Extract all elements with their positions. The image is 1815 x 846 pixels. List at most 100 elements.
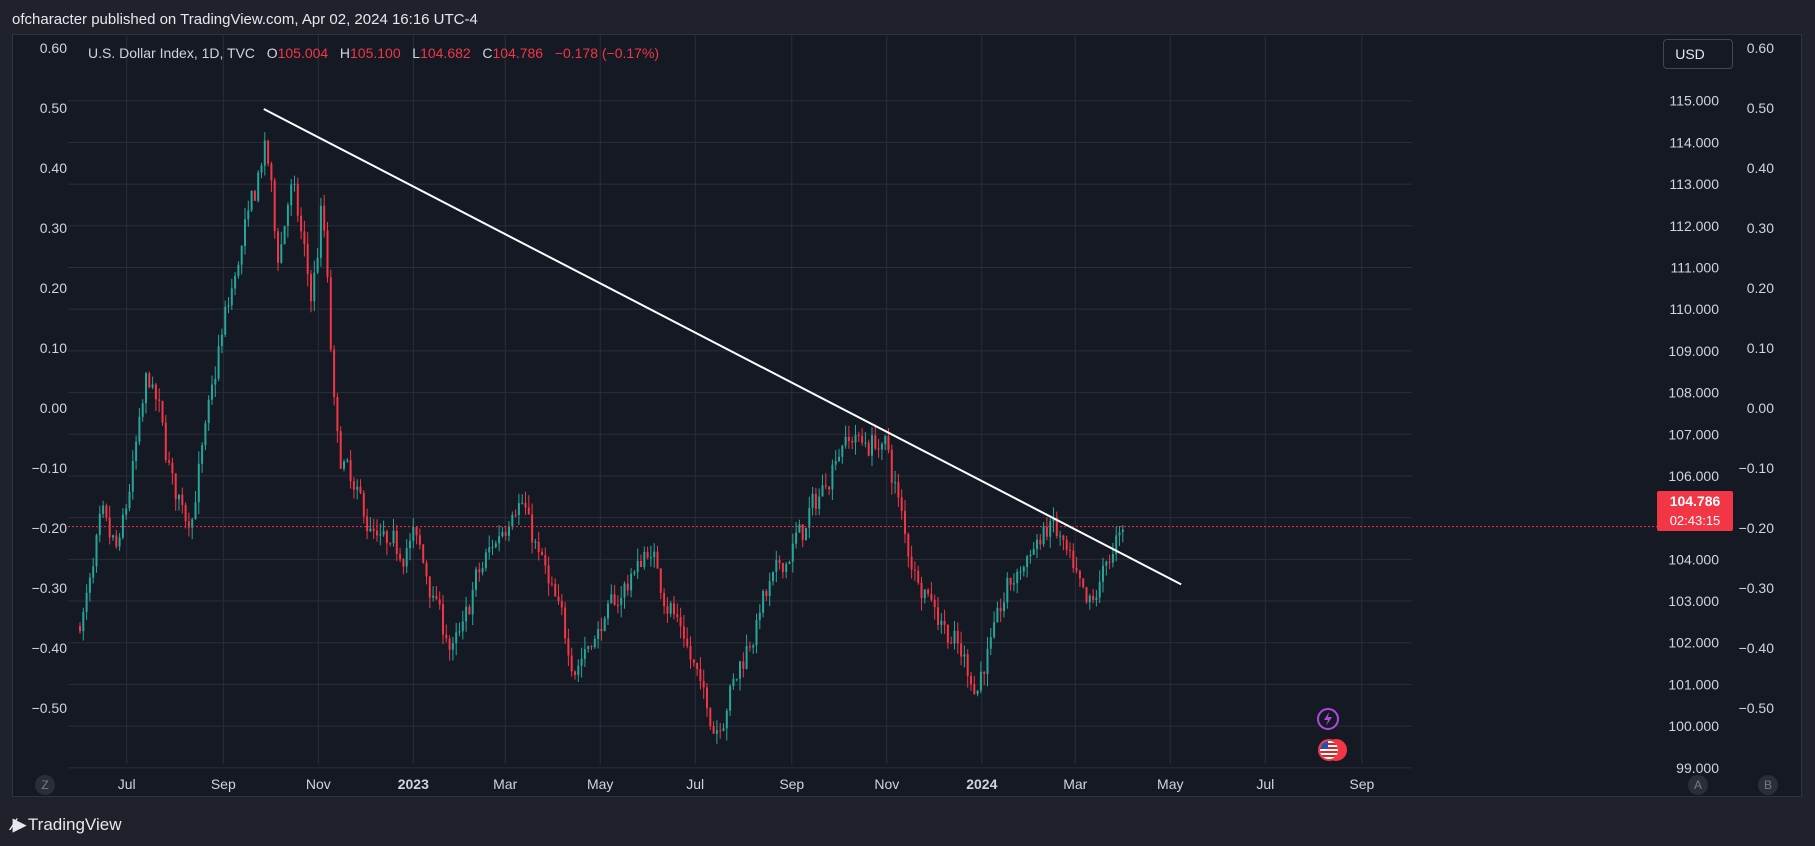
candle	[382, 520, 385, 537]
secondary-tick-label-right: −0.40	[1739, 640, 1775, 656]
candle-body	[976, 690, 979, 694]
candle	[1012, 573, 1015, 592]
candle	[630, 568, 633, 598]
candle	[597, 621, 600, 649]
candle-body	[1105, 561, 1108, 566]
candle	[729, 684, 732, 716]
candle-body	[970, 675, 972, 685]
candle	[960, 631, 963, 666]
secondary-tick-label-left: 0.20	[40, 280, 67, 296]
candle	[798, 519, 801, 533]
lightning-event-icon[interactable]	[1317, 708, 1339, 730]
chart-frame[interactable]	[12, 34, 1802, 797]
candle	[706, 682, 708, 717]
candle	[765, 589, 768, 602]
candle	[316, 247, 319, 274]
candle	[752, 643, 755, 654]
candle	[534, 538, 537, 549]
candle-body	[643, 551, 646, 568]
candle	[1069, 542, 1071, 559]
candle	[135, 435, 138, 470]
candle	[841, 444, 844, 464]
candle-body	[1102, 565, 1104, 582]
candle	[131, 450, 134, 500]
candle	[1098, 570, 1101, 604]
candle-body	[385, 531, 388, 544]
footer-brand-text: TradingView	[27, 815, 122, 834]
candle-body	[389, 543, 392, 545]
candle-body	[481, 568, 484, 573]
candle-body	[359, 486, 362, 493]
candle-body	[366, 516, 369, 532]
candle-body	[877, 448, 880, 450]
candle	[171, 457, 174, 485]
candle-body	[395, 530, 398, 554]
candle	[1108, 554, 1111, 570]
legend-symbol: U.S. Dollar Index, 1D, TVC	[88, 45, 256, 61]
candle-body	[702, 681, 705, 688]
zoom-reset-button[interactable]: Z	[35, 775, 55, 795]
candle-body	[1082, 578, 1085, 588]
candle-body	[781, 562, 784, 573]
grid-layer	[68, 34, 1412, 769]
candle-body	[795, 532, 798, 544]
candle-body	[534, 541, 537, 543]
candle	[217, 334, 220, 382]
candle-body	[735, 678, 738, 680]
candle-body	[194, 502, 197, 520]
candle	[616, 595, 619, 614]
legend-high-label: H	[339, 45, 350, 61]
candle	[372, 518, 375, 539]
candle	[547, 556, 550, 596]
candle	[240, 245, 243, 275]
candle	[491, 539, 494, 556]
candle-body	[739, 661, 741, 679]
candle	[904, 499, 906, 544]
candle	[537, 531, 540, 561]
candle	[455, 622, 458, 656]
candle-body	[904, 510, 906, 535]
footer-brand[interactable]: ⁄▶ TradingView	[12, 815, 121, 835]
scale-settings-button[interactable]: B	[1758, 775, 1778, 795]
candle	[930, 582, 933, 602]
candle-body	[461, 621, 464, 632]
candle	[1019, 566, 1022, 581]
auto-scale-button[interactable]: A	[1688, 775, 1708, 795]
candle	[478, 562, 481, 582]
candle-body	[138, 416, 141, 442]
candle-body	[187, 521, 190, 528]
candles-layer	[79, 132, 1124, 744]
candle	[963, 645, 966, 668]
candle-body	[966, 654, 969, 676]
currency-button[interactable]: USD	[1663, 39, 1733, 69]
candle	[696, 662, 699, 676]
candle	[392, 518, 395, 547]
candle	[1022, 565, 1025, 577]
candle	[531, 503, 534, 554]
candle	[244, 207, 246, 255]
candle-body	[544, 555, 547, 566]
candle	[283, 225, 286, 245]
candle-body	[432, 595, 435, 598]
time-tick-label: 2023	[398, 776, 429, 792]
candle	[151, 376, 154, 390]
candle-body	[508, 526, 510, 536]
candle	[290, 178, 293, 216]
symbol-legend[interactable]: U.S. Dollar Index, 1D, TVC O105.004 H105…	[88, 45, 659, 61]
candle-body	[1095, 597, 1098, 600]
candle-body	[745, 646, 748, 669]
candle	[201, 442, 204, 473]
candle-body	[755, 620, 758, 646]
candle-body	[313, 272, 316, 302]
candle	[610, 584, 613, 604]
candle-body	[1019, 571, 1022, 573]
candle	[79, 622, 81, 634]
candle	[715, 720, 718, 744]
candle-body	[1118, 532, 1121, 536]
us-flag-event-icon[interactable]	[1318, 739, 1340, 761]
candle	[296, 177, 299, 222]
candle-body	[283, 225, 286, 245]
candle	[224, 300, 227, 338]
price-chart[interactable]: 0.60 0.50 0.40 0.30 0.20 0.10 0.00 −0.10 −0.20 −0…	[12, 34, 1802, 797]
candle	[524, 491, 527, 515]
